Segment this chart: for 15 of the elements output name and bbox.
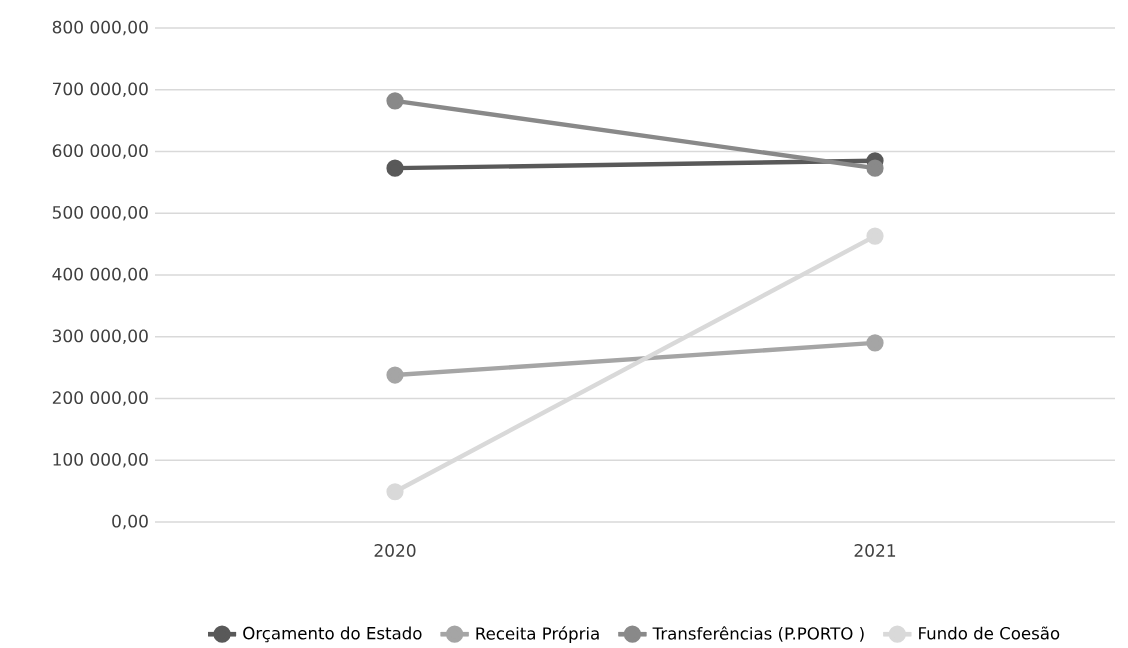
x-tick-label: 2020 xyxy=(374,544,416,557)
y-tick-label: 500 000,00 xyxy=(52,205,148,221)
y-tick-label: 400 000,00 xyxy=(52,267,148,283)
legend-label: Fundo de Coesão xyxy=(919,626,1060,640)
legend-label: Receita Própria xyxy=(476,626,599,643)
y-tick-label: 300 000,00 xyxy=(52,329,148,345)
legend-label: Orçamento do Estado xyxy=(243,626,422,643)
y-tick-label: 600 000,00 xyxy=(52,144,148,159)
y-tick-label: 700 000,00 xyxy=(52,82,148,98)
legend-label: Transferências (P.PORTO ) xyxy=(652,626,864,642)
y-tick-label: 800 000,00 xyxy=(52,20,148,36)
y-tick-label: 0,00 xyxy=(112,514,148,530)
x-tick-label: 2021 xyxy=(854,544,896,557)
y-tick-label: 200 000,00 xyxy=(52,391,148,406)
y-tick-label: 100 000,00 xyxy=(53,452,148,468)
